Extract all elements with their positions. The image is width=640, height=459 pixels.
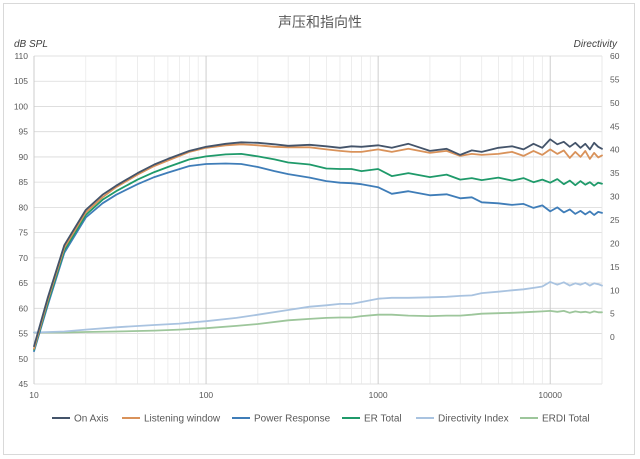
legend: On Axis Listening window Power Response ER …	[52, 414, 590, 425]
y-right-tick-label: 5	[610, 309, 615, 319]
y-left-tick-label: 95	[19, 127, 29, 137]
y-left-tick-label: 65	[19, 278, 29, 288]
y-right-tick-label: 0	[610, 332, 615, 342]
y-left-tick-label: 75	[19, 228, 29, 238]
y-left-tick-label: 70	[19, 253, 29, 263]
y-right-tick-label: 25	[610, 215, 620, 225]
y-right-tick-label: 60	[610, 51, 620, 61]
y-left-tick-label: 60	[19, 303, 29, 313]
legend-label: Directivity Index	[438, 414, 509, 425]
chart-frame	[3, 3, 635, 455]
y-left-tick-label: 50	[19, 354, 29, 364]
y-left-tick-label: 45	[19, 379, 29, 389]
grid	[33, 55, 603, 385]
y-right-tick-label: 20	[610, 238, 620, 248]
x-tick-label: 1000	[369, 390, 388, 400]
legend-label: ERDI Total	[542, 414, 590, 425]
y-left-axis-title: dB SPL	[14, 39, 48, 50]
y-right-tick-label: 10	[610, 285, 620, 295]
series-line-directivity-index	[33, 280, 603, 334]
y-right-tick-label: 40	[610, 145, 620, 155]
y-left-tick-label: 110	[14, 51, 28, 61]
series-lines	[33, 138, 603, 353]
y-right-tick-label: 15	[610, 262, 620, 272]
x-tick-label: 10	[29, 390, 39, 400]
y-right-tick-label: 45	[610, 121, 620, 131]
tick-labels: 45 50 55 60 65 70 75 80 85 90 95 100 105 110 0 5 10 15 20 2…	[14, 51, 620, 400]
legend-label: On Axis	[74, 414, 108, 425]
legend-label: Power Response	[254, 414, 331, 425]
y-right-tick-label: 55	[610, 74, 620, 84]
series-line-erdi-total	[33, 309, 603, 334]
series-line-listening-window	[33, 143, 603, 350]
y-left-tick-label: 85	[19, 177, 29, 187]
y-left-tick-label: 100	[14, 101, 28, 111]
y-right-tick-label: 35	[610, 168, 620, 178]
series-line-on-axis	[33, 138, 603, 348]
series-line-er-total	[33, 152, 603, 351]
x-tick-label: 100	[199, 390, 213, 400]
y-right-tick-label: 50	[610, 98, 620, 108]
y-left-tick-label: 105	[14, 76, 28, 86]
y-left-tick-label: 55	[19, 329, 29, 339]
legend-label: Listening window	[144, 414, 221, 425]
series-line-power-response	[33, 162, 603, 353]
x-tick-label: 10000	[538, 390, 562, 400]
legend-label: ER Total	[364, 414, 402, 425]
chart-title: 声压和指向性	[278, 15, 362, 31]
y-right-tick-label: 30	[610, 192, 620, 202]
y-right-axis-title: Directivity	[574, 39, 618, 50]
y-left-tick-label: 80	[19, 202, 29, 212]
y-left-tick-label: 90	[19, 152, 29, 162]
